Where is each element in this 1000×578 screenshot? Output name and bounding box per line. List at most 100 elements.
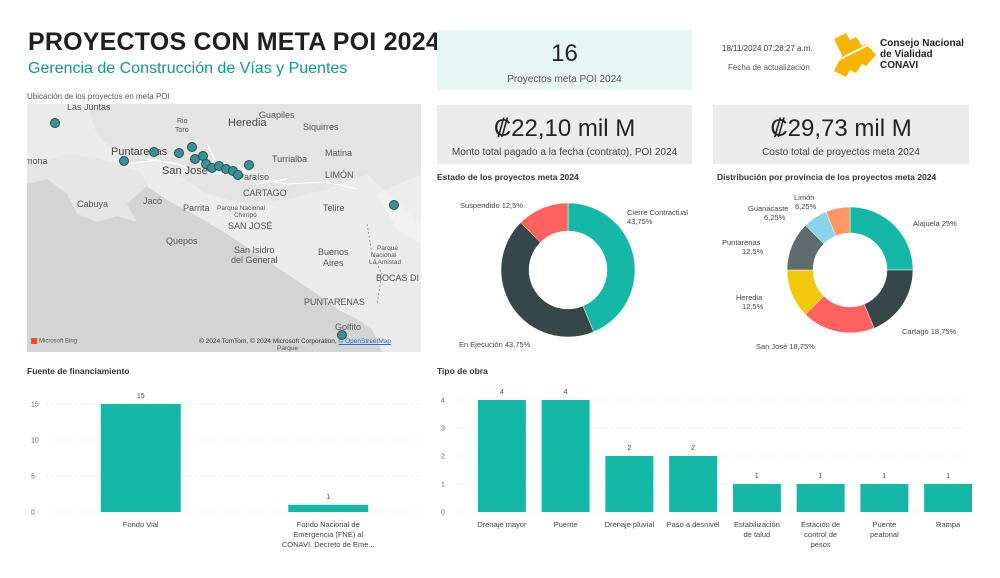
map-label: Toro bbox=[175, 127, 189, 134]
provincia-donut-chart[interactable] bbox=[713, 180, 969, 355]
map-label: Guapiles bbox=[259, 110, 295, 120]
donut-slice-en-ejecuci-n[interactable] bbox=[500, 222, 594, 338]
donut-label: 43,75% bbox=[627, 217, 653, 226]
bar[interactable] bbox=[860, 484, 909, 512]
map-label: Aires bbox=[323, 258, 344, 268]
map-project-marker[interactable] bbox=[50, 118, 60, 128]
x-category-label: Estabilización de talud bbox=[733, 520, 780, 539]
map-label: Parque Nacional bbox=[217, 205, 266, 212]
bar-value-label: 15 bbox=[136, 393, 145, 400]
bar-value-label: 4 bbox=[499, 389, 504, 396]
y-tick-label: 4 bbox=[441, 398, 445, 405]
donut-slice-alajuela[interactable] bbox=[849, 206, 914, 271]
donut-label: 12,5% bbox=[742, 302, 764, 311]
bar-value-label: 1 bbox=[818, 473, 823, 480]
y-tick-label: 0 bbox=[441, 510, 445, 517]
donut-slice-cartago[interactable] bbox=[863, 269, 914, 329]
kpi-card-project-count[interactable]: 16 Proyectos meta POI 2024 bbox=[437, 30, 692, 90]
map-project-marker[interactable] bbox=[174, 148, 184, 158]
map-label: Telire bbox=[323, 203, 345, 213]
bar-value-label: 4 bbox=[563, 389, 568, 396]
donut-slice-cierre-contractual[interactable] bbox=[567, 202, 636, 333]
map-title: Ubicación de los proyectos en meta POI bbox=[27, 92, 170, 101]
kpi-card-amount-paid[interactable]: ₡22,10 mil M Monto total pagado a la fec… bbox=[437, 105, 692, 164]
bar[interactable] bbox=[477, 400, 526, 512]
financiamiento-bar-chart[interactable]: 15 10 5 0 bbox=[27, 380, 422, 520]
y-tick-label: 0 bbox=[31, 510, 35, 517]
map-label: Parrita bbox=[183, 203, 210, 213]
bar[interactable] bbox=[924, 484, 972, 512]
map-label: Rio bbox=[177, 118, 188, 125]
bar[interactable] bbox=[605, 456, 654, 512]
map-project-marker[interactable] bbox=[233, 170, 243, 180]
financiamiento-chart-title: Fuente de financiamiento bbox=[27, 366, 130, 376]
x-category-label: Rampa bbox=[936, 520, 961, 529]
bar[interactable] bbox=[100, 404, 181, 512]
y-tick-label: 3 bbox=[441, 426, 445, 433]
map-project-marker[interactable] bbox=[337, 330, 347, 340]
map-label: San Isidro bbox=[234, 245, 275, 255]
map-label: Matina bbox=[325, 148, 353, 158]
tipo-chart-title: Tipo de obra bbox=[437, 366, 488, 376]
y-tick-label: 10 bbox=[31, 438, 39, 445]
kpi-label: Monto total pagado a la fecha (contrato)… bbox=[451, 147, 678, 158]
map-project-marker[interactable] bbox=[244, 160, 254, 170]
map-project-marker[interactable] bbox=[389, 200, 399, 210]
map-label: Quepos bbox=[166, 236, 198, 246]
map-label: Jacó bbox=[143, 196, 163, 206]
map-label: Turrialba bbox=[272, 154, 308, 164]
map-label: Parque bbox=[277, 345, 298, 352]
tipo-bar-chart[interactable]: 4 3 2 1 0 bbox=[437, 380, 972, 520]
donut-label: Cierre Contractual bbox=[627, 208, 688, 217]
conavi-logo-text: Consejo Nacional de Vialidad CONAVI bbox=[880, 38, 964, 71]
bar-value-label: 1 bbox=[946, 473, 951, 480]
map-label: del General bbox=[231, 255, 278, 265]
donut-label: Alajuela 25% bbox=[913, 219, 957, 228]
page-subtitle: Gerencia de Construcción de Vías y Puent… bbox=[28, 60, 348, 77]
donut-slice-suspendido[interactable] bbox=[520, 202, 569, 243]
bar[interactable] bbox=[541, 400, 590, 512]
map-label: Nacional bbox=[371, 252, 397, 259]
x-category-label: Puente peatonal bbox=[869, 520, 899, 539]
kpi-label: Costo total de proyectos meta 2024 bbox=[762, 147, 920, 158]
y-tick-label: 2 bbox=[441, 454, 445, 461]
y-tick-label: 15 bbox=[31, 402, 39, 409]
donut-label: 12,5% bbox=[742, 247, 764, 256]
y-tick-label: 1 bbox=[441, 482, 445, 489]
bar[interactable] bbox=[732, 484, 781, 512]
x-category-label: Estación de control de pesos bbox=[801, 520, 841, 549]
y-tick-label: 5 bbox=[31, 474, 35, 481]
map-label: Cabuya bbox=[77, 199, 109, 209]
map-label: Chirripó bbox=[234, 212, 257, 219]
donut-label: 6,25% bbox=[795, 202, 817, 211]
kpi-value: ₡29,73 mil M bbox=[770, 115, 912, 142]
bar[interactable] bbox=[288, 504, 369, 512]
donut-label: En Ejecución 43,75% bbox=[459, 340, 531, 349]
estado-donut-chart[interactable] bbox=[437, 180, 692, 355]
map-label: CARTAGO bbox=[243, 188, 287, 198]
donut-label: San José 18,75% bbox=[756, 342, 815, 351]
bar[interactable] bbox=[669, 456, 718, 512]
kpi-label: Proyectos meta POI 2024 bbox=[507, 74, 622, 85]
map-project-marker[interactable] bbox=[149, 147, 159, 157]
x-category-label: Drenaje pluvial bbox=[604, 520, 655, 529]
donut-label: 6,25% bbox=[764, 213, 786, 222]
map-label: La Amistad bbox=[369, 259, 402, 266]
map-label: mona bbox=[27, 156, 48, 166]
x-category-label: Fondo Nacional de Emergencia (FNE) al CONA… bbox=[281, 520, 375, 549]
bing-logo: Microsoft Bing bbox=[31, 338, 77, 345]
donut-label: Puntarenas bbox=[722, 238, 761, 247]
donut-slice-lim-n[interactable] bbox=[825, 206, 851, 237]
provincia-chart-title: Distribución por provincia de los proyec… bbox=[717, 172, 937, 182]
bar[interactable] bbox=[796, 484, 845, 512]
map-label: Heredia bbox=[228, 117, 267, 129]
osm-link[interactable]: © OpenStreetMap bbox=[338, 338, 392, 345]
kpi-card-total-cost[interactable]: ₡29,73 mil M Costo total de proyectos me… bbox=[713, 105, 969, 164]
page-title: PROYECTOS CON META POI 2024 bbox=[28, 28, 440, 56]
map-project-marker[interactable] bbox=[119, 156, 129, 166]
map-label: San José bbox=[162, 165, 208, 177]
kpi-value: 16 bbox=[551, 40, 578, 67]
project-location-map[interactable]: Las Juntas mona Puntarenas Rio Toro Here… bbox=[27, 104, 421, 352]
map-project-marker[interactable] bbox=[187, 142, 197, 152]
bar-value-label: 2 bbox=[627, 445, 632, 452]
